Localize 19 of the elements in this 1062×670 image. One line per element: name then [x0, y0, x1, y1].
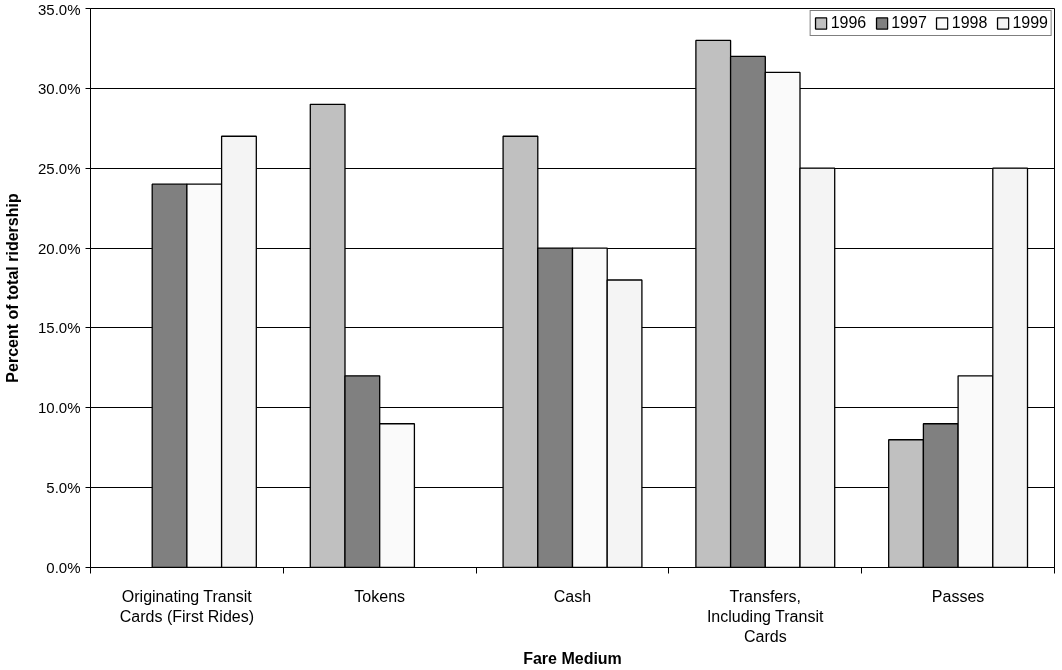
y-tick-label: 0.0%: [46, 559, 81, 576]
x-tick-label: Transfers, Including Transit Cards: [706, 587, 824, 646]
legend-label: 1999: [1012, 14, 1048, 32]
y-tick-label: 5.0%: [46, 479, 81, 497]
y-tick-label: 10.0%: [37, 399, 81, 417]
y-tick-label: 15.0%: [37, 319, 81, 337]
y-tick-label: 30.0%: [37, 79, 81, 97]
x-tick-label: Originating Transit Cards (First Rides): [119, 587, 255, 625]
legend-label: 1998: [951, 14, 988, 32]
legend-label: 1997: [891, 14, 927, 32]
y-tick-label: 25.0%: [37, 159, 81, 177]
x-axis-title: Fare Medium: [523, 650, 622, 668]
legend-label: 1996: [830, 14, 867, 32]
y-tick-label: 35.0%: [37, 0, 81, 18]
x-tick-label: Tokens: [354, 587, 406, 605]
x-tick-label: Cash: [553, 587, 592, 605]
x-tick-label: Passes: [931, 587, 985, 605]
y-tick-label: 20.0%: [37, 239, 81, 257]
y-axis-title: Percent of total ridership: [3, 193, 21, 383]
